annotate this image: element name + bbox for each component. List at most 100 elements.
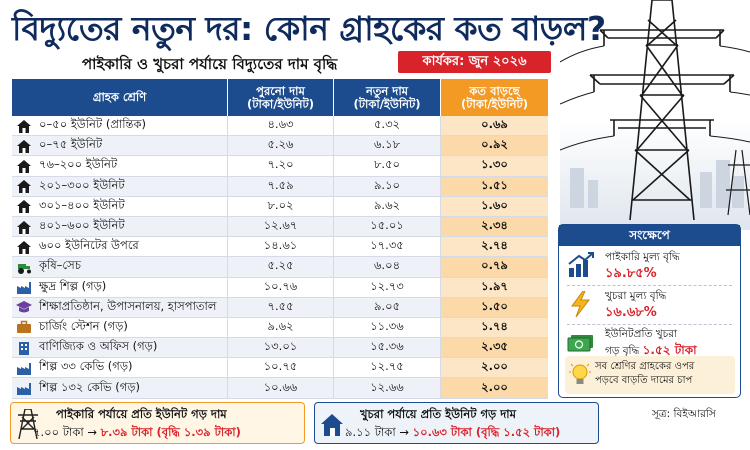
summary-avg-value: ১.৫২ টাকা	[642, 343, 697, 357]
house-icon	[16, 159, 32, 173]
row-category-label: শিল্প ১৩২ কেভি (গড়)	[39, 379, 140, 394]
row-old-price: ৫.২৫	[228, 257, 334, 277]
power-tower-icon	[18, 409, 38, 439]
lightbulb-icon	[569, 363, 591, 384]
row-old-price: ১০.৭৫	[228, 358, 334, 378]
row-old-price: ১২.৬৭	[228, 216, 334, 237]
row-old-price: ৯.৬২	[228, 317, 334, 338]
row-old-price: ১০.৬৬	[228, 378, 334, 398]
row-increase: ১.৬০	[441, 196, 548, 216]
retail-old-price: ৯.১১ টাকা	[345, 425, 396, 439]
table-row: ৩০১–৪০০ ইউনিট ৮.০২ ৯.৬২ ১.৬০	[12, 196, 548, 217]
row-new-price: ৯.০৫	[334, 297, 441, 317]
row-old-price: ১৪.৬১	[228, 237, 334, 257]
header-new-line2: (টাকা/ইউনিট)	[353, 96, 421, 111]
summary-item-retail: খুচরা মুল্য বৃদ্ধি ১৬.৬৮%	[565, 289, 735, 321]
table-row: ক্ষুদ্র শিল্প (গড়) ১০.৭৬ ১২.৭৩ ১.৯৭	[12, 277, 548, 298]
row-category: ৩০১–৪০০ ইউনিট	[12, 196, 228, 216]
header-increase: কত বাড়ছে (টাকা/ইউনিট)	[441, 79, 548, 116]
summary-item-avg-increase: ইউনিটপ্রতি খুচরা গড় বৃদ্ধি ১.৫২ টাকা	[565, 327, 735, 357]
row-category-label: ৭৬–২০০ ইউনিট	[39, 157, 118, 172]
retail-average-title: খুচরা পর্যায়ে প্রতি ইউনিট গড় দাম	[360, 407, 516, 421]
source-note: সূত্র: বিইআরসি	[652, 408, 716, 420]
row-increase: ২.৩৪	[441, 216, 548, 237]
header-old-line1: পুরনো দাম	[256, 83, 305, 98]
row-category-label: ক্ষুদ্র শিল্প (গড়)	[39, 278, 107, 293]
row-new-price: ১৫.০১	[334, 216, 441, 237]
row-increase: ২.৭৪	[441, 237, 548, 257]
row-new-price: ১১.৩৬	[334, 317, 441, 338]
row-old-price: ৮.০২	[228, 196, 334, 216]
bar-chart-up-icon	[568, 252, 594, 277]
table-row: চার্জিং স্টেশন (গড়) ৯.৬২ ১১.৩৬ ১.৭৪	[12, 317, 548, 339]
row-category-label: ০–৭৫ ইউনিট	[39, 137, 103, 152]
retail-new-price: ১০.৬৩ টাকা (বৃদ্ধি ১.৫২ টাকা)	[412, 425, 561, 439]
house-icon	[16, 139, 32, 153]
briefcase-icon	[16, 320, 32, 334]
row-category-label: বাণিজ্যিক ও অফিস (গড়)	[39, 339, 158, 354]
retail-average-box: খুচরা পর্যায়ে প্রতি ইউনিট গড় দাম ৯.১১ …	[314, 402, 599, 444]
row-old-price: ৪.৬৩	[228, 116, 334, 136]
table-row: ০–৭৫ ইউনিট ৫.২৬ ৬.১৮ ০.৯২	[12, 136, 548, 157]
row-category-label: শিক্ষাপ্রতিষ্ঠান, উপাসনালয়, হাসপাতাল	[39, 298, 217, 313]
summary-retail-value: ১৬.৬৮%	[605, 305, 657, 320]
table-row: শিল্প ৩৩ কেভি (গড়) ১০.৭৫ ১২.৭৫ ২.০০	[12, 358, 548, 379]
row-category-label: ৩০১–৪০০ ইউনিট	[39, 197, 125, 212]
row-increase: ১.৭৪	[441, 317, 548, 338]
table-body: ০–৫০ ইউনিট (প্রান্তিক) ৪.৬৩ ৫.৩২ ০.৬৯ ০–৭৫ ই…	[12, 116, 548, 399]
lightning-bolt-icon	[571, 291, 591, 317]
header-inc-line1: কত বাড়ছে	[469, 83, 520, 98]
house-icon	[321, 414, 343, 436]
row-new-price: ১২.৭৩	[334, 277, 441, 297]
page-title: বিদ্যুতের নতুন দর: কোন গ্রাহকের কত বাড়ল…	[12, 9, 606, 48]
tractor-icon	[16, 260, 32, 274]
house-icon	[16, 179, 32, 194]
header-new-price: নতুন দাম (টাকা/ইউনিট)	[334, 79, 441, 116]
row-new-price: ৮.৫০	[334, 156, 441, 176]
retail-average-values: ৯.১১ টাকা → ১০.৬৩ টাকা (বৃদ্ধি ১.৫২ টাকা…	[345, 424, 560, 443]
row-old-price: ৭.৫৯	[228, 176, 334, 196]
row-category-label: ৬০০ ইউনিটের উপরে	[39, 238, 139, 253]
summary-divider	[567, 324, 732, 325]
office-building-icon	[16, 341, 32, 355]
summary-divider	[567, 285, 732, 286]
row-old-price: ৭.২০	[228, 156, 334, 176]
row-increase: ০.৬৯	[441, 116, 548, 136]
wholesale-average-title: পাইকারি পর্যায়ে প্রতি ইউনিট গড় দাম	[56, 407, 227, 421]
row-category: শিল্প ১৩২ কেভি (গড়)	[12, 378, 228, 398]
row-old-price: ১৩.০১	[228, 338, 334, 358]
effective-date-badge: কার্যকর: জুন ২০২৬	[398, 51, 551, 73]
summary-note: সব শ্রেণির গ্রাহকের ওপর পড়বে বাড়তি দামে…	[565, 356, 735, 394]
wholesale-average-values: ৭.০০ টাকা → ৮.৩৯ টাকা (বৃদ্ধি ১.৩৯ টাকা)	[33, 424, 241, 443]
summary-retail-label: খুচরা মুল্য বৃদ্ধি	[605, 290, 667, 302]
row-increase: ২.০০	[441, 358, 548, 378]
row-new-price: ১৭.৩৫	[334, 237, 441, 257]
factory-icon	[16, 361, 32, 375]
row-new-price: ১৫.৩৬	[334, 338, 441, 358]
row-increase: ২.০০	[441, 378, 548, 398]
row-category: ০–৭৫ ইউনিট	[12, 136, 228, 156]
row-new-price: ৫.৩২	[334, 116, 441, 136]
table-row: ০–৫০ ইউনিট (প্রান্তিক) ৪.৬৩ ৫.৩২ ০.৬৯	[12, 116, 548, 137]
table-row: ৭৬–২০০ ইউনিট ৭.২০ ৮.৫০ ১.৩০	[12, 156, 548, 177]
row-category: ৭৬–২০০ ইউনিট	[12, 156, 228, 176]
table-row: শিল্প ১৩২ কেভি (গড়) ১০.৬৬ ১২.৬৬ ২.০০	[12, 378, 548, 399]
table-row: ৬০০ ইউনিটের উপরে ১৪.৬১ ১৭.৩৫ ২.৭৪	[12, 237, 548, 258]
row-category: শিল্প ৩৩ কেভি (গড়)	[12, 358, 228, 378]
row-increase: ০.৯২	[441, 136, 548, 156]
row-increase: ১.৯৭	[441, 277, 548, 297]
row-category: শিক্ষাপ্রতিষ্ঠান, উপাসনালয়, হাসপাতাল	[12, 297, 228, 317]
summary-header: সংক্ষেপে	[559, 225, 740, 246]
wholesale-new-price: ৮.৩৯ টাকা (বৃদ্ধি ১.৩৯ টাকা)	[100, 425, 241, 439]
summary-avg-label: ইউনিটপ্রতি খুচরা	[605, 328, 678, 340]
power-tower-icon	[560, 0, 750, 230]
header-new-line1: নতুন দাম	[365, 83, 409, 98]
row-new-price: ৯.১০	[334, 176, 441, 196]
header-old-price: পুরনো দাম (টাকা/ইউনিট)	[228, 79, 334, 116]
summary-wholesale-value: ১৯.৮৫%	[605, 266, 657, 281]
summary-avg-label2: গড় বৃদ্ধি	[605, 345, 640, 357]
row-category-label: শিল্প ৩৩ কেভি (গড়)	[39, 359, 133, 374]
row-category: ৬০০ ইউনিটের উপরে	[12, 237, 228, 257]
factory-icon	[16, 280, 32, 295]
